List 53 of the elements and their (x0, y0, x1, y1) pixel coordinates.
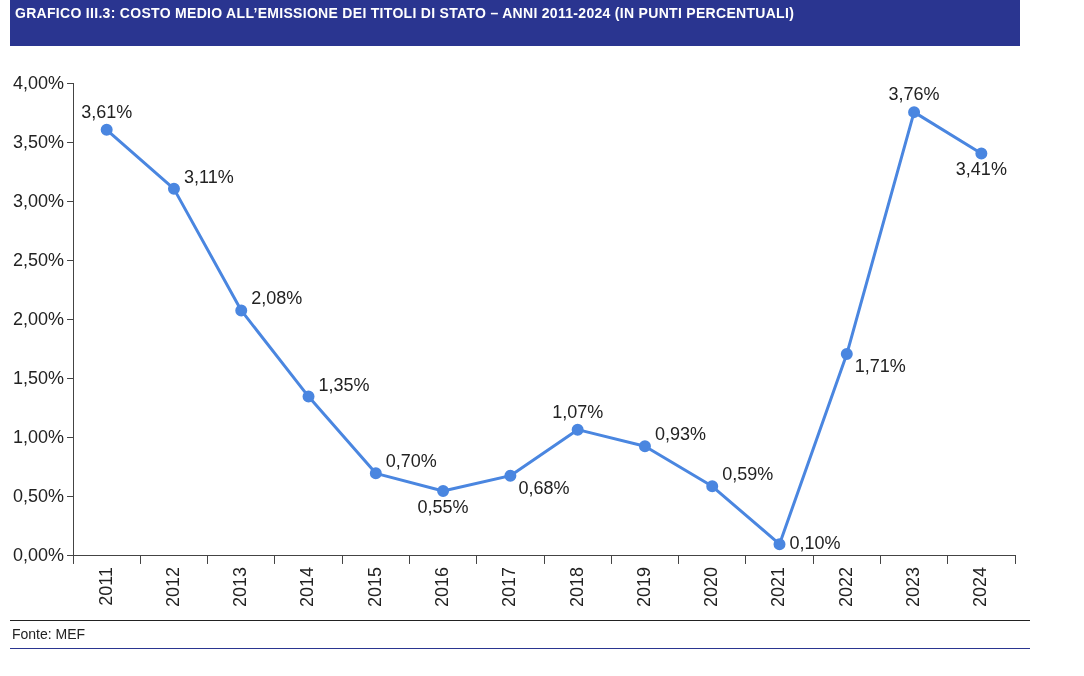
point (437, 485, 450, 498)
point (167, 182, 180, 195)
source-note: Fonte: MEF (12, 626, 86, 642)
point (369, 467, 382, 480)
y-tick-label: 3,00% (12, 190, 65, 211)
x-tick-label: 2014 (297, 566, 318, 607)
data-label: 0,68% (518, 477, 570, 498)
x-tick-label: 2023 (903, 566, 924, 607)
data-label: 3,61% (81, 101, 133, 122)
x-tick-label: 2018 (566, 566, 587, 607)
y-tick-label: 1,50% (12, 367, 65, 388)
y-tick-label: 0,50% (12, 485, 65, 506)
data-label: 1,71% (854, 356, 906, 377)
data-label: 2,08% (251, 288, 303, 309)
point (908, 106, 921, 119)
x-tick-label: 2019 (633, 566, 654, 607)
data-label: 0,70% (385, 451, 437, 472)
data-label: 3,41% (955, 159, 1007, 180)
point (571, 423, 584, 436)
x-tick-label: 2017 (499, 566, 520, 607)
y-tick-label: 0,00% (12, 544, 65, 565)
data-label: 0,93% (654, 424, 706, 445)
chart-title: GRAFICO III.3: COSTO MEDIO ALL’EMISSIONE DEI TITOLI DI STATO – ANNI 2011-2024 (IN PUNTI PERCENTUALI) (10, 0, 1020, 46)
x-tick-label: 2022 (835, 566, 856, 607)
point (840, 348, 853, 361)
point (302, 390, 315, 403)
data-label: 0,55% (417, 497, 469, 517)
x-tick-label: 2021 (768, 566, 789, 607)
data-label: 1,07% (552, 401, 604, 422)
point (773, 538, 786, 551)
x-tick-label: 2011 (95, 566, 116, 606)
x-tick-label: 2024 (970, 566, 991, 607)
point (975, 147, 988, 160)
point (100, 123, 113, 136)
x-tick-label: 2015 (364, 566, 385, 607)
point (504, 469, 517, 482)
y-tick-label: 2,00% (12, 308, 65, 329)
y-tick-label: 4,00% (12, 72, 65, 93)
data-label: 3,11% (183, 166, 234, 187)
point (235, 304, 248, 317)
x-tick-label: 2016 (432, 566, 453, 607)
x-tick-label: 2013 (230, 566, 251, 607)
point (706, 480, 719, 493)
y-tick-label: 1,00% (12, 426, 65, 447)
data-label: 3,76% (888, 84, 940, 105)
x-tick-label: 2020 (701, 566, 722, 607)
data-label: 1,35% (318, 374, 370, 395)
y-tick-label: 3,50% (12, 131, 65, 152)
x-tick-label: 2012 (162, 566, 183, 607)
y-tick-label: 2,50% (12, 249, 65, 270)
data-label: 0,10% (789, 533, 841, 554)
point (638, 440, 651, 453)
data-label: 0,59% (722, 464, 774, 485)
